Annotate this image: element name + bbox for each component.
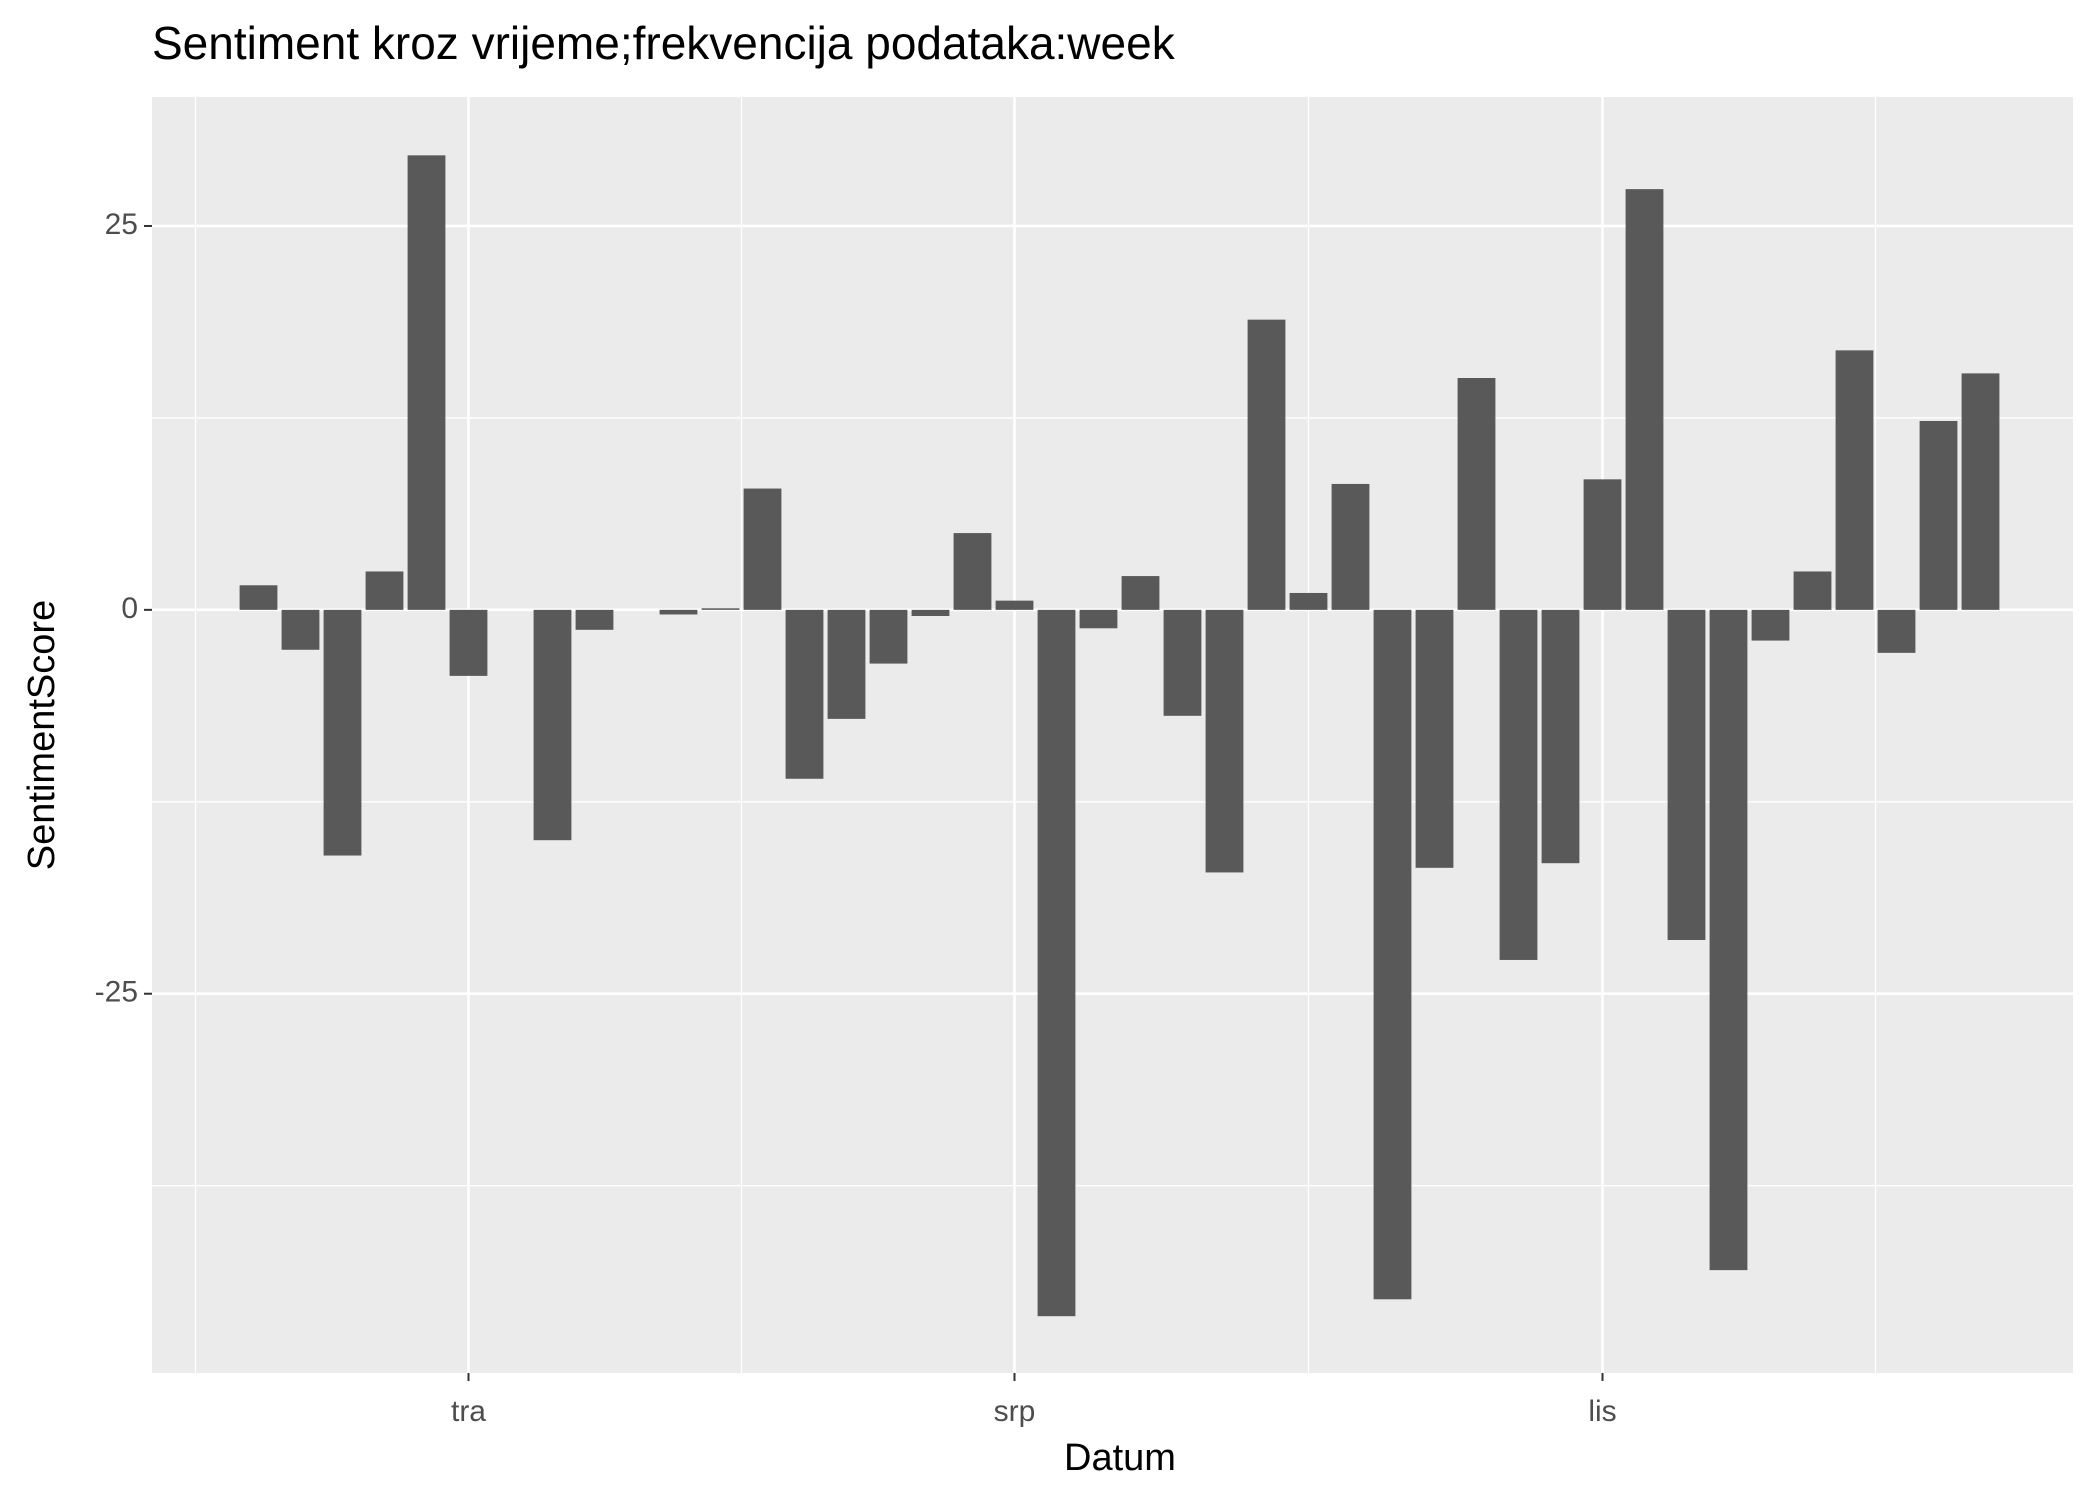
y-axis-title: SentimentScore: [21, 600, 63, 870]
bar: [1625, 189, 1664, 610]
bar: [1835, 350, 1874, 610]
chart-title: Sentiment kroz vrijeme;frekvencija podat…: [152, 17, 1176, 69]
bar: [1541, 609, 1580, 864]
bar: [1373, 609, 1412, 1300]
bar: [827, 609, 866, 719]
bar: [953, 533, 992, 610]
bar: [323, 609, 362, 856]
bar: [1583, 479, 1622, 610]
bar: [449, 609, 488, 676]
bar: [1709, 609, 1748, 1271]
bar: [575, 609, 614, 630]
y-tick-label: -25: [95, 976, 138, 1009]
x-tick-label: srp: [994, 1395, 1036, 1428]
bar: [1415, 609, 1454, 868]
y-tick-label: 25: [105, 208, 138, 241]
bar: [1121, 576, 1160, 610]
bar: [785, 609, 824, 779]
y-tick-label: 0: [121, 592, 138, 625]
bar: [239, 585, 278, 610]
x-tick-label: tra: [451, 1395, 486, 1428]
x-axis-title: Datum: [1064, 1437, 1176, 1479]
bar: [1919, 420, 1958, 610]
x-tick-label: lis: [1588, 1395, 1616, 1428]
bar: [1247, 319, 1286, 610]
bar: [533, 609, 572, 841]
bar: [1331, 483, 1370, 610]
bar: [1457, 377, 1496, 610]
bar: [281, 609, 320, 650]
bar: [1205, 609, 1244, 873]
bar: [701, 608, 740, 610]
bar: [365, 571, 404, 610]
bar: [911, 609, 950, 616]
bar: [743, 488, 782, 610]
bar: [659, 609, 698, 615]
bar: [407, 155, 446, 610]
bar: [1163, 609, 1202, 716]
bar: [1289, 592, 1328, 610]
bar: [1037, 609, 1076, 1317]
panel: [152, 97, 2073, 1373]
bar: [869, 609, 908, 664]
bar: [995, 600, 1034, 610]
bar: [1877, 609, 1916, 653]
bar: [1961, 373, 2000, 610]
bar: [1751, 609, 1790, 641]
bar: [1667, 609, 1706, 940]
bar: [1793, 571, 1832, 610]
bar: [1079, 609, 1118, 629]
bar: [1499, 609, 1538, 960]
